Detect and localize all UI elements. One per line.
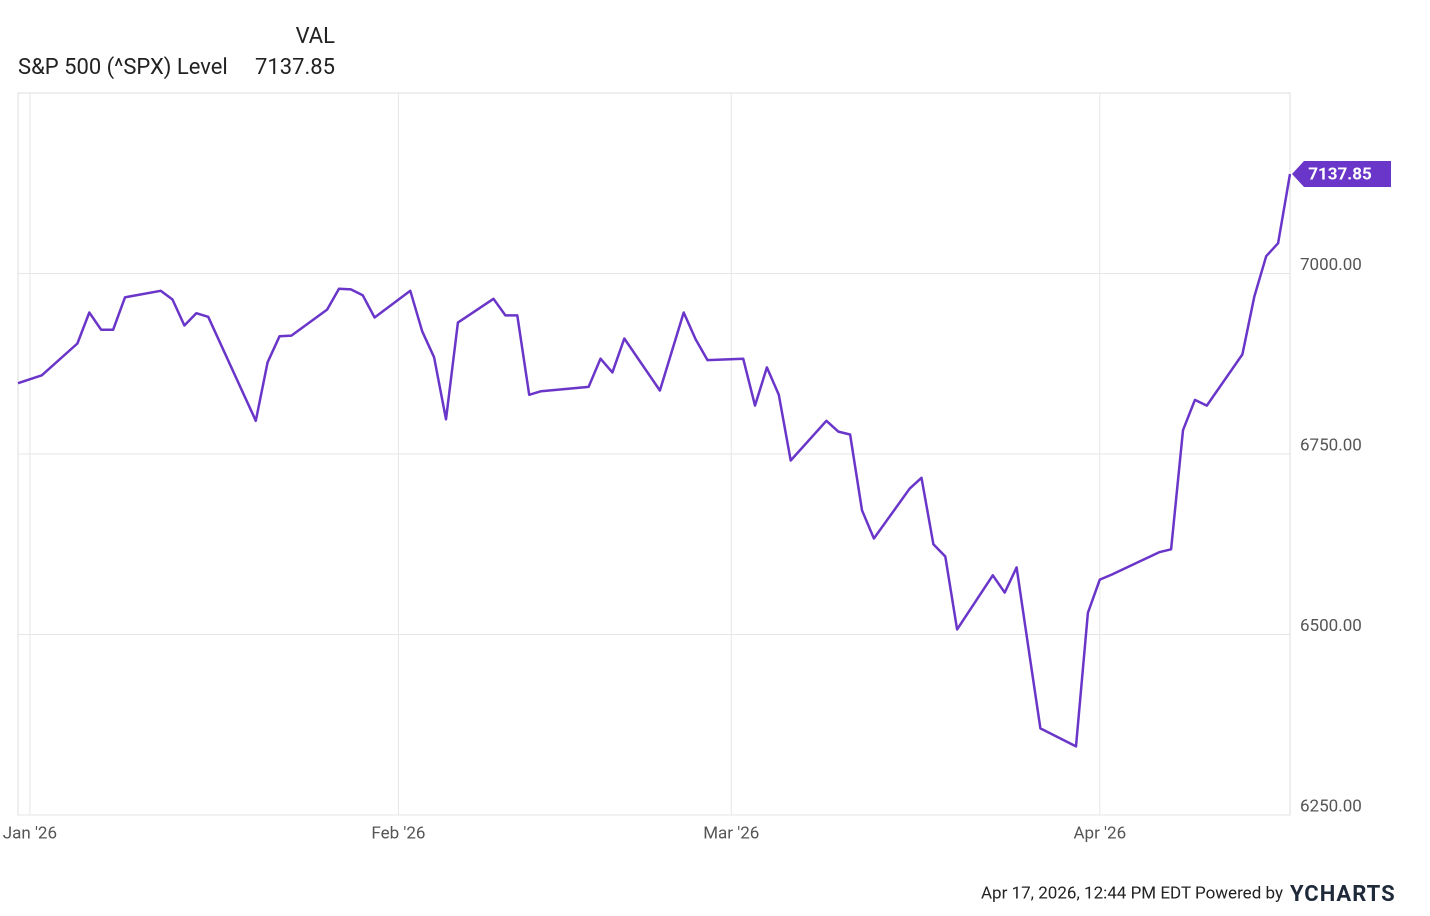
legend-value: 7137.85 bbox=[255, 55, 335, 80]
x-tick-label: Apr '26 bbox=[1073, 823, 1126, 843]
y-tick-label: 6750.00 bbox=[1300, 435, 1362, 455]
legend-name: S&P 500 (^SPX) Level bbox=[18, 55, 228, 80]
line bbox=[17, 173, 1292, 748]
x-tick-label: Mar '26 bbox=[703, 823, 759, 843]
value-callout bbox=[1292, 160, 1391, 187]
y-tick-label: 6250.00 bbox=[1300, 796, 1362, 816]
x-tick-label: Jan '26 bbox=[3, 823, 57, 843]
x-tick-label: Feb '26 bbox=[371, 823, 425, 843]
logo: YCHARTS bbox=[1290, 882, 1396, 907]
value-callout-label: 7137.85 bbox=[1308, 164, 1372, 184]
y-tick-label: 6500.00 bbox=[1300, 616, 1362, 636]
column-header: VAL bbox=[296, 24, 336, 49]
y-tick-label: 7000.00 bbox=[1300, 255, 1362, 275]
footer: Apr 17, 2026, 12:44 PM EDT Powered by bbox=[981, 883, 1283, 903]
